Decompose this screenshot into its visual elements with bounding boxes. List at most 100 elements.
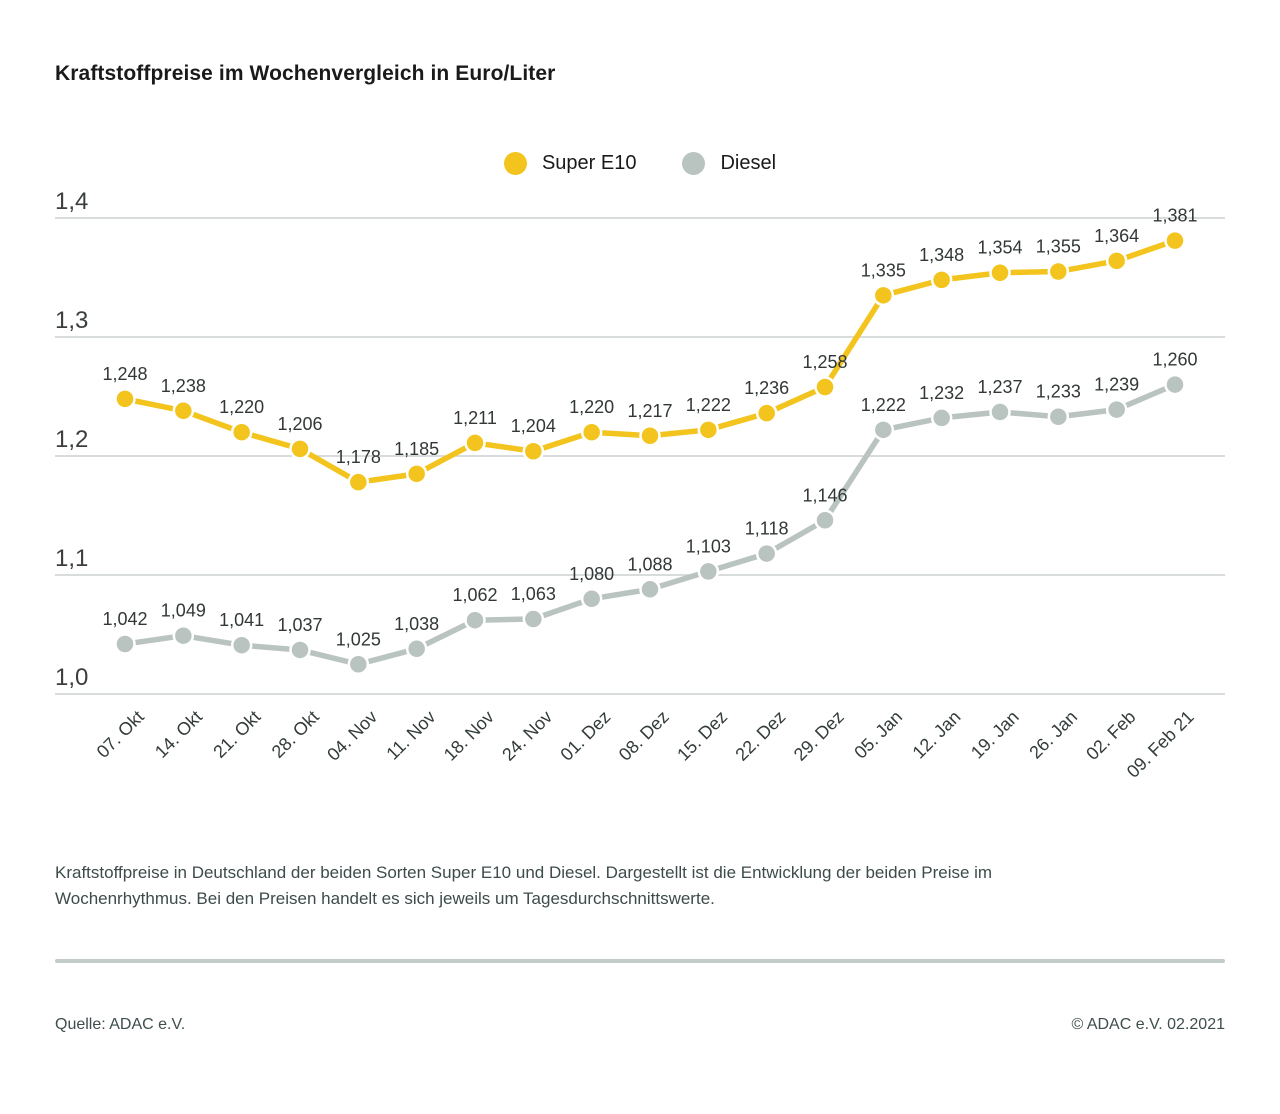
page-title: Kraftstoffpreise im Wochenvergleich in E… [55,62,556,85]
data-point-label-super-e10: 1,220 [219,397,264,417]
x-tick-label: 07. Okt [93,707,148,762]
data-point-label-super-e10: 1,178 [336,447,381,467]
data-point-label-diesel: 1,088 [627,554,672,574]
data-point-diesel [172,624,195,647]
data-point-super-e10 [580,421,603,443]
data-point-super-e10 [930,269,953,291]
data-point-label-diesel: 1,103 [686,536,731,556]
x-tick-label: 19. Jan [967,707,1023,763]
x-tick-label: 12. Jan [909,707,965,763]
data-point-super-e10 [405,463,428,485]
data-point-super-e10 [1164,229,1186,252]
data-point-super-e10 [289,438,311,460]
data-point-label-diesel: 1,062 [452,585,497,605]
data-point-super-e10 [1047,260,1070,283]
y-tick-label: 1,1 [55,545,88,572]
data-point-label-diesel: 1,237 [977,377,1022,397]
legend-label-diesel: Diesel [720,152,777,174]
x-tick-label: 24. Nov [498,707,556,765]
data-point-super-e10 [872,284,895,307]
data-point-diesel [522,608,545,630]
data-point-diesel [755,542,778,565]
chart-legend: Super E10 Diesel [0,152,1280,175]
chart-caption: Kraftstoffpreise in Deutschland der beid… [55,860,1185,912]
data-point-diesel [814,509,836,532]
data-point-label-diesel: 1,025 [336,629,381,649]
data-point-super-e10 [464,432,486,454]
data-point-label-super-e10: 1,222 [686,395,731,415]
y-tick-label: 1,2 [55,426,88,453]
data-point-label-super-e10: 1,364 [1094,226,1139,246]
data-point-diesel [1164,373,1186,396]
x-tick-label: 18. Nov [440,707,498,765]
data-point-diesel [580,588,603,610]
copyright-note: © ADAC e.V. 02.2021 [1071,1016,1225,1033]
data-point-diesel [1105,398,1128,421]
chart-svg: 1,0 1,1 1,2 1,3 1,4 07. Okt 14. Okt 21. Okt 28. … [55,188,1225,782]
caption-line: Wochenrhythmus. Bei den Preisen handelt … [55,889,715,908]
data-point-diesel [230,634,253,656]
data-point-super-e10 [639,425,661,447]
data-point-label-super-e10: 1,206 [277,414,322,434]
diesel-swatch-icon [682,152,706,175]
data-point-label-super-e10: 1,236 [744,378,789,398]
y-tick-label: 1,3 [55,307,88,334]
data-point-diesel [1047,405,1070,428]
data-point-label-super-e10: 1,238 [161,376,206,396]
data-point-super-e10 [522,440,545,462]
footer-divider [55,959,1225,963]
x-tick-label: 04. Nov [323,707,381,765]
data-point-super-e10 [114,388,136,410]
data-point-label-diesel: 1,041 [219,610,264,630]
data-point-super-e10 [989,261,1011,284]
x-tick-label: 28. Okt [268,707,323,762]
data-point-label-diesel: 1,146 [802,485,847,505]
x-tick-label: 01. Dez [556,707,614,765]
data-point-diesel [639,578,661,601]
legend-item-super-e10: Super E10 [503,152,637,175]
x-tick-label: 08. Dez [615,707,673,765]
data-point-label-super-e10: 1,258 [802,352,847,372]
data-point-diesel [114,633,136,655]
data-point-diesel [464,609,486,631]
data-point-label-super-e10: 1,204 [511,416,556,436]
data-point-label-diesel: 1,118 [745,519,789,539]
y-tick-label: 1,4 [55,188,88,215]
data-point-diesel [347,653,370,675]
footer: Quelle: ADAC e.V. © ADAC e.V. 02.2021 [55,1016,1225,1034]
data-point-super-e10 [347,471,370,493]
data-point-super-e10 [755,402,778,424]
data-point-label-super-e10: 1,348 [919,245,964,265]
data-point-label-super-e10: 1,220 [569,397,614,417]
x-tick-label: 14. Okt [151,707,206,762]
data-point-label-diesel: 1,080 [569,564,614,584]
x-tick-label: 05. Jan [850,707,906,763]
x-tick-label: 15. Dez [673,707,731,765]
data-point-label-super-e10: 1,381 [1152,206,1197,226]
data-point-diesel [405,638,428,660]
x-tick-label: 29. Dez [790,707,848,765]
legend-label-super-e10: Super E10 [541,152,637,174]
data-point-label-diesel: 1,232 [919,383,964,403]
data-point-label-super-e10: 1,354 [977,238,1022,258]
data-point-label-super-e10: 1,211 [453,408,497,428]
y-tick-label: 1,0 [55,664,88,691]
data-point-label-super-e10: 1,355 [1036,237,1081,257]
data-point-label-diesel: 1,260 [1152,350,1197,370]
data-point-label-diesel: 1,233 [1036,382,1081,402]
data-point-diesel [989,401,1011,423]
legend-item-diesel: Diesel [682,152,776,175]
source-note: Quelle: ADAC e.V. [55,1016,186,1033]
data-point-diesel [930,407,953,429]
data-point-label-super-e10: 1,248 [102,364,147,384]
data-point-label-super-e10: 1,185 [394,439,439,459]
caption-line: Kraftstoffpreise in Deutschland der beid… [55,863,993,882]
data-point-super-e10 [172,400,195,422]
data-point-super-e10 [230,421,253,443]
x-tick-label: 22. Dez [731,707,789,765]
x-tick-label: 11. Nov [382,707,439,764]
x-tick-label: 02. Feb [1082,707,1139,764]
data-point-diesel [697,560,720,583]
data-point-label-diesel: 1,037 [277,615,322,635]
